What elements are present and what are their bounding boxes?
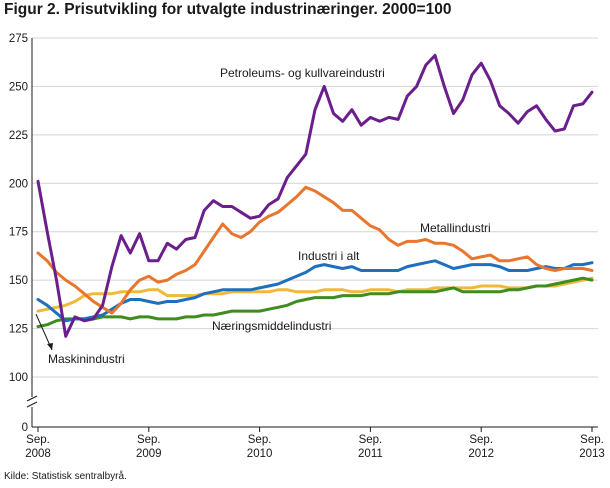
series-annotation-label: Petroleums- og kullvareindustri [220, 66, 385, 80]
x-tick-label-year: 2012 [468, 448, 494, 460]
axis-break-mark [26, 401, 38, 408]
x-tick-label: Sep. [580, 434, 604, 446]
y-tick-label: 125 [9, 324, 28, 336]
y-tick-label: 100 [9, 372, 28, 384]
y-tick-label: 200 [9, 178, 28, 190]
x-tick-label-year: 2008 [25, 448, 51, 460]
chart-title: Figur 2. Prisutvikling for utvalgte indu… [4, 1, 452, 18]
y-tick-label: 0 [22, 422, 28, 434]
x-tick-label: Sep. [248, 434, 272, 446]
axis-break-gap [27, 397, 37, 407]
y-tick-label: 275 [9, 33, 28, 45]
series-line-maskinindustri [36, 276, 594, 313]
series-annotation-label: Metallindustri [420, 221, 491, 235]
axis-break-mark [26, 395, 38, 402]
x-tick-label: Sep. [469, 434, 493, 446]
x-tick-label: Sep. [137, 434, 161, 446]
x-tick-label-year: 2010 [247, 448, 273, 460]
y-tick-label: 250 [9, 81, 28, 93]
y-tick-label: 225 [9, 130, 28, 142]
x-tick-label-year: 2011 [358, 448, 383, 460]
series-line-petroleums-og-kullvareindustri [36, 53, 594, 338]
series-line-industri-i-alt [36, 259, 594, 323]
series-annotation-label: Maskinindustri [48, 352, 125, 366]
y-tick-label: 175 [9, 227, 28, 239]
series-annotation-label: Næringsmiddelindustri [212, 319, 331, 333]
annotation-arrow-head [47, 343, 53, 350]
x-tick-label-year: 2009 [136, 448, 162, 460]
x-tick-label: Sep. [359, 434, 383, 446]
y-tick-label: 150 [9, 275, 28, 287]
source-note: Kilde: Statistisk sentralbyrå. [4, 471, 127, 482]
x-tick-label-year: 2013 [579, 448, 605, 460]
series-annotation-label: Industri i alt [298, 249, 360, 263]
x-tick-label: Sep. [26, 434, 50, 446]
series-line-metallindustri [36, 185, 594, 315]
series-line-næringsmiddelindustri [36, 276, 594, 329]
